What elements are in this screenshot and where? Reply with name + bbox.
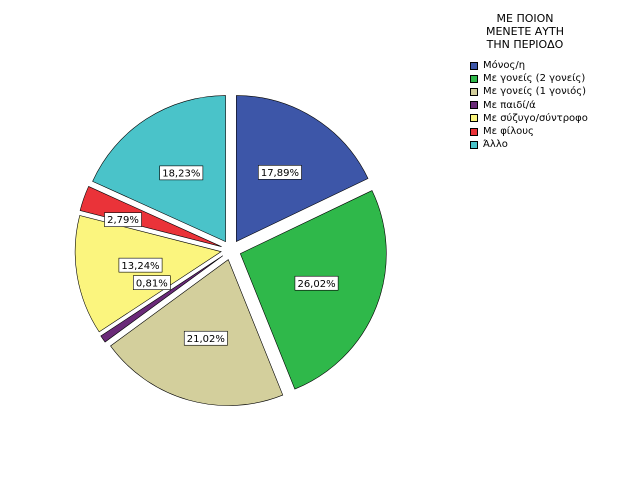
data-label-box bbox=[118, 257, 163, 273]
legend-title-line-2: ΜΕΝΕΤΕ ΑΥΤΗ bbox=[485, 25, 565, 38]
data-label-text: 0,81% bbox=[136, 278, 168, 289]
legend-swatch bbox=[470, 61, 478, 70]
legend-item: Με παιδί/ά bbox=[470, 99, 588, 112]
data-label-box bbox=[104, 212, 142, 227]
data-label-text: 21,02% bbox=[187, 334, 225, 345]
data-label: 2,79% bbox=[104, 212, 142, 227]
legend-title: ΜΕ ΠΟΙΟΝ ΜΕΝΕΤΕ ΑΥΤΗ ΤΗΝ ΠΕΡΙΟΔΟ bbox=[455, 12, 595, 51]
data-label: 0,81% bbox=[133, 275, 171, 290]
pie-slice bbox=[74, 215, 222, 333]
legend-swatch bbox=[470, 127, 478, 136]
legend-item: Με γονείς (2 γονείς) bbox=[470, 72, 588, 85]
data-label-box bbox=[133, 275, 171, 290]
data-label: 18,23% bbox=[159, 165, 204, 181]
legend-title-line-3: ΤΗΝ ΠΕΡΙΟΔΟ bbox=[486, 38, 564, 51]
data-label: 26,02% bbox=[294, 275, 339, 291]
legend-item: Με σύζυγο/σύντροφο bbox=[470, 112, 588, 125]
data-label: 21,02% bbox=[183, 330, 228, 346]
pie-slice bbox=[236, 95, 369, 243]
pie-slice bbox=[92, 95, 226, 243]
legend-label: Με φίλους bbox=[483, 126, 534, 138]
data-label: 13,24% bbox=[118, 257, 163, 273]
data-label-box bbox=[183, 330, 228, 346]
legend-swatch bbox=[470, 87, 478, 96]
legend-label: Άλλο bbox=[483, 139, 508, 151]
data-label-box bbox=[159, 165, 204, 181]
data-label-text: 2,79% bbox=[107, 215, 139, 226]
legend-item: Με γονείς (1 γονιός) bbox=[470, 85, 588, 98]
legend-title-line-1: ΜΕ ΠΟΙΟΝ bbox=[496, 12, 554, 25]
legend-label: Με γονείς (2 γονείς) bbox=[483, 73, 586, 85]
legend-item: Μόνος/η bbox=[470, 59, 588, 72]
pie-slice bbox=[79, 186, 222, 247]
legend-item: Άλλο bbox=[470, 138, 588, 151]
legend-label: Με σύζυγο/σύντροφο bbox=[483, 112, 588, 124]
data-label: 17,89% bbox=[257, 165, 302, 180]
legend-item: Με φίλους bbox=[470, 125, 588, 138]
data-label-text: 13,24% bbox=[121, 261, 159, 272]
legend-swatch bbox=[470, 74, 478, 83]
legend-label: Με γονείς (1 γονιός) bbox=[483, 86, 587, 98]
data-label-text: 18,23% bbox=[162, 168, 200, 179]
pie-slice bbox=[100, 255, 223, 343]
legend-label: Με παιδί/ά bbox=[483, 99, 536, 111]
legend-swatch bbox=[470, 114, 478, 123]
data-label-text: 17,89% bbox=[261, 168, 299, 179]
legend: Μόνος/η Με γονείς (2 γονείς) Με γονείς (… bbox=[470, 59, 588, 151]
data-label-box bbox=[257, 165, 302, 180]
data-label-text: 26,02% bbox=[297, 279, 335, 290]
legend-swatch bbox=[470, 101, 478, 110]
data-label-box bbox=[294, 275, 339, 291]
legend-label: Μόνος/η bbox=[483, 60, 526, 72]
legend-swatch bbox=[470, 140, 478, 149]
